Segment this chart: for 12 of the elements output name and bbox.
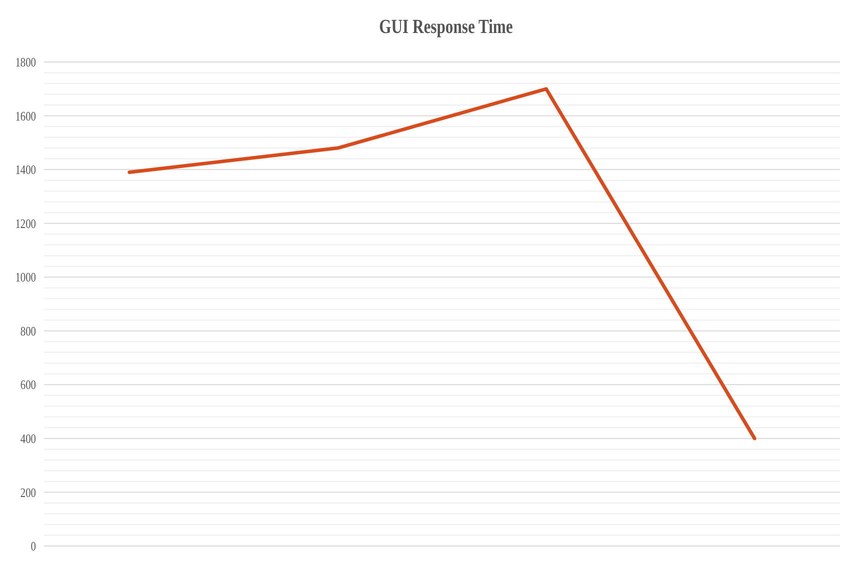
y-tick-label: 200 [20,486,36,500]
line-series [128,87,756,440]
y-tick-label: 400 [20,432,36,446]
y-tick-label: 0 [30,540,36,554]
y-tick-label: 1000 [15,270,36,285]
y-tick-label: 1200 [15,216,36,232]
y-tick-label: 600 [20,378,36,393]
y-tick-label: 1600 [15,109,36,124]
chart-title: GUI Response Time [379,15,513,38]
y-tick-label: 1400 [15,163,36,178]
y-tick-label: 800 [20,324,36,339]
y-tick-label: 1800 [15,56,36,70]
